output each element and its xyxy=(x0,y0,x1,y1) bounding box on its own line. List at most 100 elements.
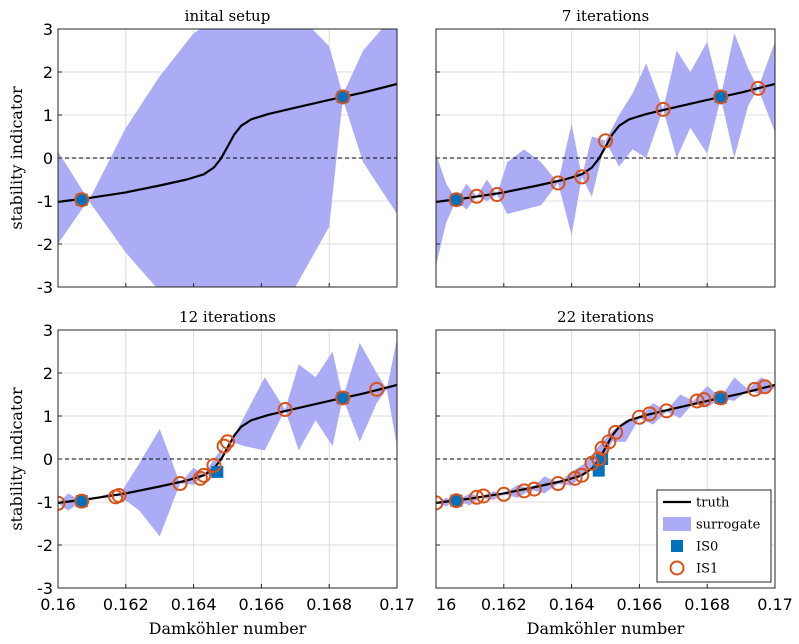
legend-swatch-is1 xyxy=(669,560,685,576)
subplot-title: 7 iterations xyxy=(562,7,649,25)
legend-label: IS0 xyxy=(696,540,718,555)
is1-point-1 xyxy=(335,89,351,105)
is0-point-2 xyxy=(336,391,349,404)
x-tick-label: 0.164 xyxy=(171,595,217,614)
is1-point-2 xyxy=(469,489,485,505)
is1-point-1 xyxy=(74,493,90,509)
subplot-2: 7 iterations xyxy=(435,7,776,288)
is1-point-17 xyxy=(659,403,675,419)
x-tick-label: 0.164 xyxy=(549,595,595,614)
y-tick-label: 2 xyxy=(43,364,53,383)
is1-point-11 xyxy=(591,451,607,467)
truth-line xyxy=(58,82,397,203)
legend-label: IS1 xyxy=(696,562,718,577)
x-tick-label: 16 xyxy=(436,595,456,614)
is1-point-9 xyxy=(220,434,235,450)
y-tick-label: 3 xyxy=(43,321,53,340)
y-axis-label: stability indicator xyxy=(7,387,26,531)
is1-point-0 xyxy=(74,192,90,208)
is1-point-3 xyxy=(475,488,491,504)
data-layer xyxy=(436,377,775,511)
is0-point-3 xyxy=(714,391,727,404)
is1-point-6 xyxy=(526,481,542,497)
is1-point-10 xyxy=(277,402,293,418)
is1-point-2 xyxy=(489,187,505,203)
x-tick-label: 0.16 xyxy=(40,595,76,614)
surrogate-band xyxy=(58,338,397,537)
is1-point-8 xyxy=(216,438,232,454)
y-tick-label: 1 xyxy=(43,407,53,426)
x-tick-label: 0.17 xyxy=(379,595,415,614)
subplot-4: 16 0.162 0.164 0.166 0.168 0.17 22 iterations D… xyxy=(435,308,793,638)
is1-point-5 xyxy=(516,483,532,499)
y-tick-label: 1 xyxy=(43,106,53,125)
subplot-1: -3 -2 -1 0 1 2 3 inital setup stability indicato… xyxy=(7,7,398,297)
subplot-title: 12 iterations xyxy=(179,308,276,326)
y-tick-label: 3 xyxy=(43,20,53,39)
y-tick-label: -2 xyxy=(37,235,53,254)
is1-point-4 xyxy=(574,169,590,185)
data-layer xyxy=(58,29,397,287)
is1-point-1 xyxy=(448,493,464,509)
y-tick-label: -3 xyxy=(37,579,53,598)
is1-point-7 xyxy=(206,457,222,473)
is1-point-0 xyxy=(58,495,66,511)
x-tick-label: 0.166 xyxy=(616,595,662,614)
is0-point-1 xyxy=(336,90,349,103)
is1-point-3 xyxy=(550,175,566,191)
is1-point-12 xyxy=(369,381,385,397)
x-tick-label: 0.17 xyxy=(757,595,793,614)
is1-point-6 xyxy=(196,467,212,483)
legend-box xyxy=(656,489,772,583)
is0-point-0 xyxy=(75,495,88,508)
is1-point-3 xyxy=(111,488,127,504)
legend-label: surrogate xyxy=(696,518,761,533)
is1-point-9 xyxy=(574,467,590,483)
is1-point-21 xyxy=(747,381,763,397)
is0-point-0 xyxy=(450,193,463,206)
subplot-title: inital setup xyxy=(185,7,271,25)
is0-point-0 xyxy=(75,193,88,206)
x-tick-label: 0.168 xyxy=(306,595,352,614)
data-layer xyxy=(58,338,397,537)
is1-point-0 xyxy=(448,192,464,208)
subplot-title: 22 iterations xyxy=(557,308,654,326)
y-axis-label: stability indicator xyxy=(7,86,26,230)
is1-point-16 xyxy=(642,406,658,422)
legend-swatch-is0 xyxy=(671,540,683,552)
is1-point-4 xyxy=(496,486,512,502)
is1-point-14 xyxy=(608,424,624,440)
is1-point-8 xyxy=(567,470,583,486)
y-tick-label: -1 xyxy=(37,192,53,211)
is1-point-6 xyxy=(655,101,671,117)
is1-point-11 xyxy=(335,390,351,406)
legend: truth surrogate IS0 IS1 xyxy=(656,489,772,583)
y-tick-label: 0 xyxy=(43,149,53,168)
is1-point-22 xyxy=(757,379,773,395)
y-tick-label: -2 xyxy=(37,536,53,555)
is1-point-18 xyxy=(689,393,705,409)
x-axis-label: Damköhler number xyxy=(149,619,307,638)
subplot-3: 0.16 0.162 0.164 0.166 0.168 0.17 -3 -2 -1 0 1 2 3 12… xyxy=(7,308,415,638)
legend-label: truth xyxy=(696,496,730,511)
y-tick-label: -3 xyxy=(37,278,53,297)
is1-point-5 xyxy=(192,470,208,486)
is1-point-20 xyxy=(713,390,729,406)
is1-point-5 xyxy=(598,133,613,149)
is0-point-1 xyxy=(714,90,727,103)
x-tick-label: 0.162 xyxy=(481,595,527,614)
y-tick-label: 2 xyxy=(43,63,53,82)
legend-swatch-surrogate xyxy=(663,517,691,531)
is1-point-7 xyxy=(550,476,566,492)
x-tick-label: 0.168 xyxy=(684,595,730,614)
is1-point-1 xyxy=(469,188,485,204)
data-layer xyxy=(436,33,775,266)
x-tick-label: 0.162 xyxy=(103,595,149,614)
is0-point-0 xyxy=(450,494,463,507)
is1-point-15 xyxy=(631,409,647,425)
is1-point-19 xyxy=(696,392,712,408)
x-axis-label: Damköhler number xyxy=(527,619,685,638)
is1-point-8 xyxy=(750,80,766,96)
is1-point-4 xyxy=(172,476,188,492)
